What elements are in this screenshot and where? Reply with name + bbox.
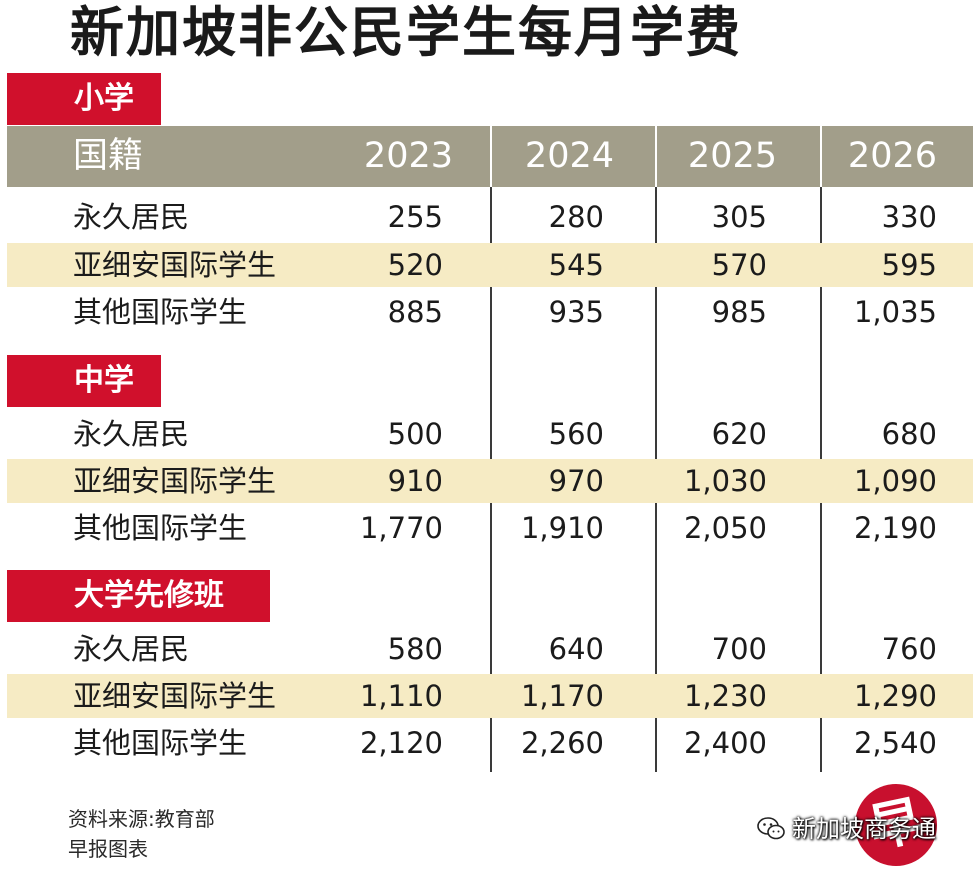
header-divider [655, 126, 657, 187]
cell-2025: 570 [711, 248, 767, 282]
cell-2023: 580 [387, 632, 443, 666]
cell-2025: 2,400 [683, 726, 767, 760]
row-label: 亚细安国际学生 [73, 679, 277, 713]
cell-2026: 330 [881, 200, 937, 234]
cell-2025: 305 [711, 200, 767, 234]
header-nationality-label: 国籍 [73, 136, 144, 176]
cell-2025: 985 [711, 295, 767, 329]
cell-2023: 910 [387, 464, 443, 498]
cell-2025: 620 [711, 417, 767, 451]
cell-2024: 935 [548, 295, 604, 329]
cell-2024: 545 [548, 248, 604, 282]
cell-2026: 1,290 [853, 679, 937, 713]
source-note: 资料来源:教育部 [68, 807, 215, 831]
table-row: 永久居民 580 640 700 760 [7, 627, 973, 671]
header-year-2024: 2024 [524, 136, 614, 176]
cell-2026: 2,540 [853, 726, 937, 760]
header-year-2023: 2023 [363, 136, 453, 176]
header-divider [490, 126, 492, 187]
cell-2026: 595 [881, 248, 937, 282]
zaobao-logo: 早 [855, 784, 937, 866]
wechat-icon [757, 817, 785, 840]
cell-2023: 1,110 [359, 679, 443, 713]
header-year-2025: 2025 [687, 136, 777, 176]
header-year-2026: 2026 [847, 136, 937, 176]
cell-2025: 2,050 [683, 511, 767, 545]
section-tag-secondary: 中学 [7, 355, 161, 407]
table-row: 永久居民 255 280 305 330 [7, 195, 973, 239]
cell-2023: 520 [387, 248, 443, 282]
cell-2025: 1,030 [683, 464, 767, 498]
table-row: 其他国际学生 885 935 985 1,035 [7, 290, 973, 334]
row-label: 亚细安国际学生 [73, 248, 277, 282]
row-label: 其他国际学生 [73, 511, 248, 545]
cell-2023: 2,120 [359, 726, 443, 760]
header-divider [820, 126, 822, 187]
table-row: 亚细安国际学生 910 970 1,030 1,090 [7, 459, 973, 503]
cell-2024: 2,260 [520, 726, 604, 760]
wechat-watermark: 新加坡商务通 [792, 815, 936, 843]
cell-2024: 560 [548, 417, 604, 451]
row-label: 永久居民 [73, 632, 190, 666]
cell-2026: 760 [881, 632, 937, 666]
column-divider [490, 126, 492, 772]
cell-2026: 680 [881, 417, 937, 451]
row-label: 亚细安国际学生 [73, 464, 277, 498]
table-row: 亚细安国际学生 1,110 1,170 1,230 1,290 [7, 674, 973, 718]
cell-2024: 970 [548, 464, 604, 498]
table-row: 永久居民 500 560 620 680 [7, 412, 973, 456]
cell-2023: 255 [387, 200, 443, 234]
column-divider [655, 126, 657, 772]
cell-2025: 700 [711, 632, 767, 666]
cell-2024: 1,170 [520, 679, 604, 713]
cell-2023: 1,770 [359, 511, 443, 545]
row-label: 其他国际学生 [73, 726, 248, 760]
section-tag-pre-university: 大学先修班 [7, 570, 270, 622]
table-row: 其他国际学生 1,770 1,910 2,050 2,190 [7, 506, 973, 550]
table-row: 亚细安国际学生 520 545 570 595 [7, 243, 973, 287]
table-row: 其他国际学生 2,120 2,260 2,400 2,540 [7, 721, 973, 765]
cell-2025: 1,230 [683, 679, 767, 713]
cell-2026: 1,035 [853, 295, 937, 329]
cell-2026: 1,090 [853, 464, 937, 498]
tuition-table: 小学 国籍 2023 2024 2025 2026 永久居民 255 280 3… [7, 73, 973, 772]
column-divider [820, 126, 822, 772]
cell-2023: 500 [387, 417, 443, 451]
cell-2024: 280 [548, 200, 604, 234]
cell-2024: 640 [548, 632, 604, 666]
cell-2023: 885 [387, 295, 443, 329]
cell-2026: 2,190 [853, 511, 937, 545]
row-label: 永久居民 [73, 200, 190, 234]
row-label: 其他国际学生 [73, 295, 248, 329]
cell-2024: 1,910 [520, 511, 604, 545]
section-tag-primary: 小学 [7, 73, 161, 125]
page-title: 新加坡非公民学生每月学费 [70, 1, 742, 64]
chart-credit: 早报图表 [68, 837, 148, 861]
row-label: 永久居民 [73, 417, 190, 451]
